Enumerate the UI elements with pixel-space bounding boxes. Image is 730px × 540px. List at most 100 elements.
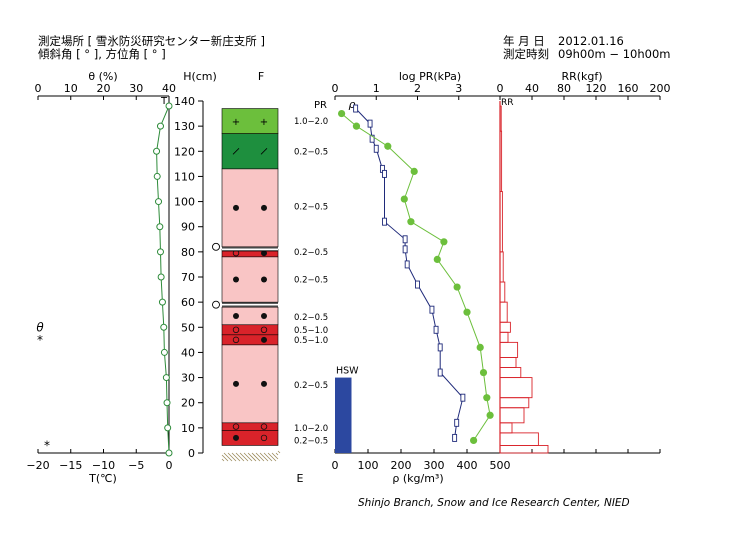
height-tick-label: 110 (174, 170, 195, 183)
pr-point (454, 418, 460, 427)
grain-symbol-plus: + (260, 117, 268, 128)
pr-point (415, 280, 420, 289)
pr-point (402, 235, 408, 244)
density-point (470, 436, 478, 445)
hatch-line (235, 452, 245, 462)
rho-axis-title: ρ (kg/m³) (392, 472, 443, 485)
pr-point (382, 217, 387, 226)
hatch-line (239, 452, 249, 462)
height-tick-label: 70 (181, 271, 195, 284)
date-label: 年 月 日 (503, 34, 545, 48)
hatch-line (227, 452, 237, 462)
rho-tick-label: 200 (391, 459, 412, 472)
rho-tick-label: 0 (332, 459, 339, 472)
rr-bar (499, 281, 506, 303)
temp-axis-title: T(℃) (88, 472, 117, 485)
temp-point (156, 122, 164, 130)
pr-point (460, 393, 466, 402)
left-annotation: θ (36, 320, 44, 334)
rr-bar (499, 331, 509, 343)
grain-symbol-dot (233, 204, 239, 211)
temp-point (165, 449, 173, 457)
grain-symbol-dot (233, 380, 239, 387)
temp-point (156, 248, 164, 256)
snow-layer (221, 306, 279, 326)
hatch-line (277, 450, 281, 454)
grain-symbol-dot (233, 276, 239, 283)
left-annotation: * (37, 333, 43, 347)
snow-layer (221, 168, 279, 248)
rho-tick-label: 400 (457, 459, 478, 472)
rr-bar (499, 407, 525, 424)
theta-tick-label: 0 (35, 82, 42, 95)
temp-point (158, 298, 166, 306)
pr-point (353, 104, 359, 113)
height-tick-label: 130 (174, 120, 195, 133)
temp-tick-label: 0 (166, 459, 173, 472)
pr-point (433, 325, 439, 334)
temp-tick-label: −20 (26, 459, 49, 472)
ground-hatch (221, 450, 281, 462)
density-point (483, 394, 491, 402)
grain-symbol-slash (260, 148, 268, 155)
density-point (400, 195, 408, 203)
snow-layer (221, 256, 279, 303)
grain-symbol-circle (232, 326, 240, 333)
grain-symbol-circle (260, 423, 268, 430)
pr-tick-label: 2 (414, 82, 421, 95)
rr-tick-label: 0 (497, 82, 504, 95)
hatch-line (267, 452, 277, 462)
rr-bar (499, 321, 511, 333)
snow-layer (221, 324, 279, 336)
hardness-label: 1.0−2.0 (294, 117, 328, 127)
density-point (410, 167, 418, 175)
density-point (463, 308, 471, 316)
rr-bar (499, 432, 539, 446)
hardness-label: 0.2−0.5 (294, 313, 328, 323)
left-annotation: * (44, 438, 50, 452)
height-tick-label: 60 (181, 296, 195, 309)
snow-layer (221, 108, 279, 134)
profile-bottom-label: E (297, 472, 304, 485)
hatch-line (221, 454, 229, 462)
water-mark (212, 300, 220, 309)
grain-symbol-dot (233, 434, 239, 441)
density-point (479, 368, 488, 377)
temp-point (153, 172, 161, 180)
grain-symbol-circle (260, 326, 268, 333)
profile-column-label: F (258, 70, 264, 83)
water-mark (212, 242, 220, 251)
height-tick-label: 10 (181, 422, 195, 435)
crust-gap (222, 247, 278, 251)
hardness-label: 1.0−2.0 (294, 424, 328, 434)
pr-tick-label: 1 (373, 82, 380, 95)
pr-point (369, 134, 375, 143)
theta-axis-title: θ (%) (88, 70, 117, 83)
height-tick-label: 0 (188, 447, 195, 460)
snow-layer (221, 133, 279, 170)
density-point (338, 109, 346, 118)
snow-layer (221, 430, 279, 446)
height-axis-title: H(cm) (183, 70, 217, 83)
snow-layer (221, 422, 279, 431)
temp-point (164, 424, 172, 432)
rr-tick-label: 80 (557, 82, 571, 95)
rr-bar (499, 377, 533, 399)
pr-point (437, 343, 443, 352)
pr-point (452, 433, 458, 442)
theta-tick-label: 40 (162, 82, 176, 95)
hsw-label: HSW (336, 366, 359, 377)
grain-symbol-circle (232, 423, 240, 430)
rr-bar (499, 357, 517, 368)
rr-bar (499, 341, 519, 358)
angle-label: 傾斜角 [ ° ], 方位角 [ ° ] (38, 47, 166, 61)
hatch-line (271, 452, 279, 460)
rr-tick-label: 160 (618, 82, 639, 95)
grain-symbol-dot (233, 312, 239, 319)
grain-symbol-circle (260, 434, 268, 442)
pr-point (437, 368, 443, 377)
height-tick-label: 80 (181, 246, 195, 259)
temp-point (165, 102, 173, 110)
temp-tick-label: −15 (59, 459, 82, 472)
